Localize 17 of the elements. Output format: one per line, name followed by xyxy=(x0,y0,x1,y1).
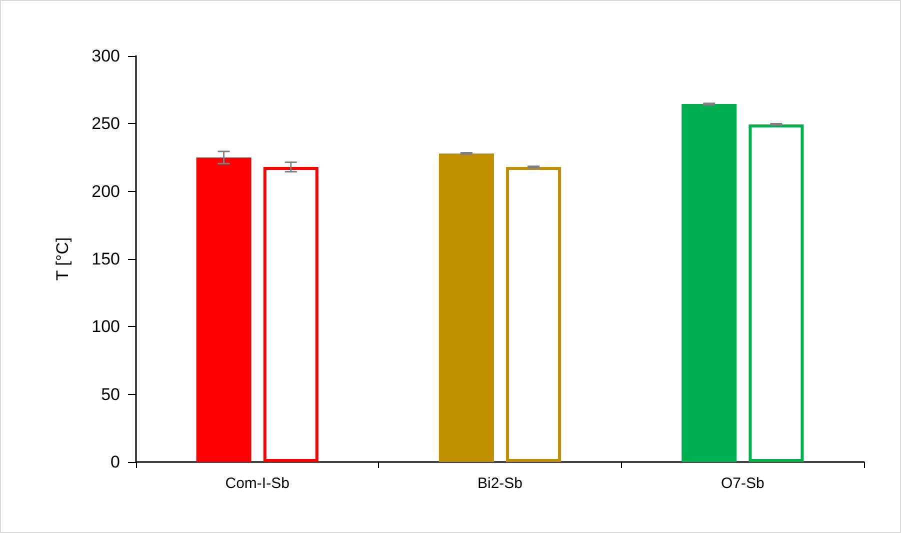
x-tick-label: Bi2-Sb xyxy=(477,475,523,492)
y-tick-label: 250 xyxy=(92,114,120,134)
bar xyxy=(682,104,737,462)
bar xyxy=(196,158,252,462)
bar xyxy=(506,166,562,462)
y-tick-label: 200 xyxy=(92,182,120,201)
y-tick-label: 0 xyxy=(110,452,120,472)
y-tick-label: 50 xyxy=(101,384,120,404)
y-tick-label: 300 xyxy=(92,46,120,66)
y-axis-title: T [°C] xyxy=(53,237,72,281)
y-tick-label: 150 xyxy=(92,250,120,268)
bar xyxy=(263,166,318,462)
x-tick-label: Com-I-Sb xyxy=(225,475,290,492)
bar xyxy=(438,153,494,462)
y-tick-label: 100 xyxy=(92,317,120,336)
bar xyxy=(748,124,804,462)
x-tick-label: O7-Sb xyxy=(720,475,764,492)
